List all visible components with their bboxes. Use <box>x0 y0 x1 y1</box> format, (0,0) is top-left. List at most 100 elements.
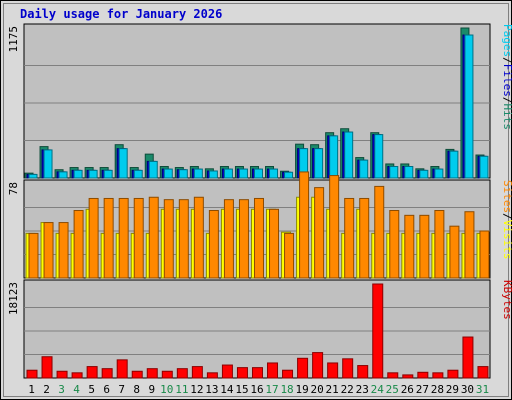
day-label-10: 10 <box>160 383 173 396</box>
panel-3: 18123 KBytes <box>7 279 512 379</box>
bar-pages-day-23 <box>359 159 369 179</box>
day-label-30: 30 <box>461 383 474 396</box>
bar-pages-day-12 <box>193 168 203 179</box>
day-label-21: 21 <box>326 383 339 396</box>
panel-2-y-max-label: 78 <box>7 182 20 195</box>
bar-kbytes-day-29 <box>447 369 459 379</box>
bar-sites-day-19 <box>299 171 310 279</box>
bar-pages-day-5 <box>88 169 98 179</box>
legend-separator: / <box>501 57 512 64</box>
legend-visits: Visits <box>501 220 512 260</box>
legend-separator: / <box>501 213 512 220</box>
day-label-8: 8 <box>133 383 140 396</box>
bar-pages-day-14 <box>223 168 233 179</box>
bar-pages-day-15 <box>238 168 248 179</box>
legend-sites: Sites <box>501 180 512 213</box>
bar-sites-day-5 <box>88 197 99 279</box>
bar-kbytes-day-11 <box>176 368 188 379</box>
bar-sites-day-28 <box>434 210 445 279</box>
bar-pages-day-30 <box>464 34 474 179</box>
bar-kbytes-day-10 <box>161 370 173 379</box>
bar-sites-day-21 <box>329 175 340 279</box>
chart-frame-inner <box>3 3 509 397</box>
day-label-31: 31 <box>476 383 489 396</box>
bar-kbytes-day-15 <box>236 367 248 379</box>
day-label-14: 14 <box>220 383 234 396</box>
day-label-23: 23 <box>356 383 369 396</box>
bar-kbytes-day-8 <box>131 370 143 379</box>
bar-pages-day-1 <box>28 173 38 179</box>
day-label-25: 25 <box>386 383 399 396</box>
bar-pages-day-6 <box>103 169 113 179</box>
bar-sites-day-6 <box>103 197 114 279</box>
bar-kbytes-day-16 <box>251 367 263 379</box>
bar-kbytes-day-9 <box>146 368 158 379</box>
bar-kbytes-day-2 <box>41 356 53 379</box>
bar-sites-day-27 <box>419 214 430 279</box>
bar-pages-day-22 <box>344 131 354 179</box>
bar-kbytes-day-27 <box>417 371 429 379</box>
bar-pages-day-26 <box>404 166 414 179</box>
panel-3-plot-area <box>23 279 491 379</box>
bar-pages-day-13 <box>208 170 218 179</box>
bar-sites-day-17 <box>269 208 280 279</box>
bar-sites-day-15 <box>238 199 249 279</box>
bar-sites-day-11 <box>178 199 189 279</box>
day-label-5: 5 <box>88 383 95 396</box>
bar-kbytes-day-31 <box>477 366 489 379</box>
bar-pages-day-29 <box>449 150 459 179</box>
day-label-7: 7 <box>118 383 125 396</box>
bar-pages-day-7 <box>118 148 128 179</box>
bar-pages-day-27 <box>419 169 429 179</box>
legend-hits: Hits <box>501 104 512 131</box>
day-label-26: 26 <box>401 383 414 396</box>
bar-sites-day-13 <box>208 210 219 279</box>
bar-sites-day-10 <box>163 199 174 279</box>
bar-sites-day-25 <box>389 210 400 279</box>
bar-kbytes-day-23 <box>357 365 369 379</box>
bar-sites-day-26 <box>404 214 415 279</box>
day-label-13: 13 <box>205 383 218 396</box>
panel-3-y-max-label: 18123 <box>7 282 20 315</box>
bar-sites-day-18 <box>284 232 295 279</box>
day-label-1: 1 <box>28 383 35 396</box>
bar-kbytes-day-7 <box>116 359 128 379</box>
bar-sites-day-20 <box>314 187 325 279</box>
bar-kbytes-day-18 <box>282 369 294 379</box>
bar-pages-day-24 <box>374 134 384 179</box>
bar-sites-day-7 <box>118 197 129 279</box>
bar-sites-day-29 <box>449 225 460 279</box>
bar-pages-day-9 <box>148 160 158 179</box>
bar-kbytes-day-26 <box>402 374 414 379</box>
day-label-4: 4 <box>73 383 80 396</box>
bar-kbytes-day-19 <box>297 357 309 379</box>
bar-sites-day-16 <box>253 197 264 279</box>
bar-sites-day-9 <box>148 196 159 279</box>
bar-pages-day-31 <box>479 155 489 179</box>
bar-kbytes-day-13 <box>206 372 218 379</box>
day-label-24: 24 <box>371 383 385 396</box>
panel-2-legend: Sites/Visits <box>501 180 512 260</box>
day-label-20: 20 <box>311 383 324 396</box>
panel-1-legend: Pages/Files/Hits <box>501 24 512 130</box>
bar-kbytes-day-6 <box>101 368 113 379</box>
bar-sites-day-3 <box>58 222 69 279</box>
bar-sites-day-2 <box>43 222 54 279</box>
bar-sites-day-31 <box>479 230 490 279</box>
day-label-28: 28 <box>431 383 444 396</box>
bar-sites-day-23 <box>359 197 370 279</box>
legend-files: Files <box>501 64 512 97</box>
bar-kbytes-day-25 <box>387 372 399 379</box>
bar-kbytes-day-22 <box>342 358 354 379</box>
bar-kbytes-day-21 <box>327 362 339 379</box>
bar-pages-day-10 <box>163 168 173 179</box>
bar-pages-day-28 <box>434 168 444 179</box>
bar-kbytes-day-5 <box>86 366 98 379</box>
bar-sites-day-8 <box>133 197 144 279</box>
bar-kbytes-day-28 <box>432 372 444 379</box>
bar-kbytes-day-1 <box>26 369 38 379</box>
bar-sites-day-30 <box>464 211 475 279</box>
bar-kbytes-day-3 <box>56 370 68 379</box>
